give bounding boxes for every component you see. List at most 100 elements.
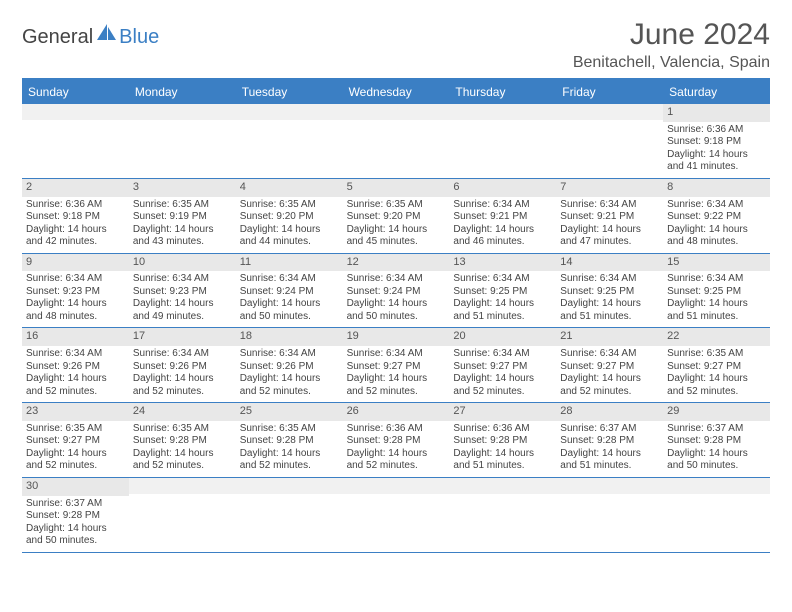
day-day1: Daylight: 14 hours bbox=[667, 298, 766, 311]
day-cell bbox=[556, 104, 663, 178]
day-number: 27 bbox=[449, 403, 556, 421]
day-day2: and 52 minutes. bbox=[667, 386, 766, 399]
day-number: 12 bbox=[343, 254, 450, 272]
day-cell: 21Sunrise: 6:34 AMSunset: 9:27 PMDayligh… bbox=[556, 328, 663, 402]
day-day2: and 49 minutes. bbox=[133, 311, 232, 324]
day-day1: Daylight: 14 hours bbox=[26, 373, 125, 386]
day-sunrise: Sunrise: 6:34 AM bbox=[453, 348, 552, 361]
day-number: 23 bbox=[22, 403, 129, 421]
day-sunset: Sunset: 9:24 PM bbox=[347, 286, 446, 299]
empty-daynum bbox=[22, 104, 129, 120]
day-number: 10 bbox=[129, 254, 236, 272]
day-number: 9 bbox=[22, 254, 129, 272]
day-day2: and 46 minutes. bbox=[453, 236, 552, 249]
day-day2: and 52 minutes. bbox=[26, 460, 125, 473]
day-sunrise: Sunrise: 6:34 AM bbox=[240, 348, 339, 361]
empty-daynum bbox=[343, 478, 450, 494]
day-number: 18 bbox=[236, 328, 343, 346]
day-sunset: Sunset: 9:25 PM bbox=[667, 286, 766, 299]
day-day2: and 43 minutes. bbox=[133, 236, 232, 249]
day-day1: Daylight: 14 hours bbox=[133, 373, 232, 386]
weekday-header: Tuesday bbox=[236, 80, 343, 104]
logo: General Blue bbox=[22, 24, 159, 50]
week-row: 16Sunrise: 6:34 AMSunset: 9:26 PMDayligh… bbox=[22, 328, 770, 403]
day-sunset: Sunset: 9:21 PM bbox=[560, 211, 659, 224]
weekday-header: Thursday bbox=[449, 80, 556, 104]
empty-daynum bbox=[556, 478, 663, 494]
day-sunrise: Sunrise: 6:34 AM bbox=[453, 273, 552, 286]
day-day1: Daylight: 14 hours bbox=[453, 448, 552, 461]
weekday-header: Saturday bbox=[663, 80, 770, 104]
day-number: 5 bbox=[343, 179, 450, 197]
day-day1: Daylight: 14 hours bbox=[240, 224, 339, 237]
day-cell: 2Sunrise: 6:36 AMSunset: 9:18 PMDaylight… bbox=[22, 179, 129, 253]
day-sunrise: Sunrise: 6:35 AM bbox=[133, 423, 232, 436]
empty-daynum bbox=[449, 478, 556, 494]
empty-daynum bbox=[236, 104, 343, 120]
day-day2: and 47 minutes. bbox=[560, 236, 659, 249]
day-cell bbox=[449, 478, 556, 552]
week-row: 2Sunrise: 6:36 AMSunset: 9:18 PMDaylight… bbox=[22, 179, 770, 254]
empty-daynum bbox=[236, 478, 343, 494]
day-day2: and 44 minutes. bbox=[240, 236, 339, 249]
day-day2: and 52 minutes. bbox=[26, 386, 125, 399]
day-sunrise: Sunrise: 6:34 AM bbox=[26, 348, 125, 361]
day-number: 8 bbox=[663, 179, 770, 197]
day-number: 13 bbox=[449, 254, 556, 272]
day-cell: 23Sunrise: 6:35 AMSunset: 9:27 PMDayligh… bbox=[22, 403, 129, 477]
day-day2: and 52 minutes. bbox=[347, 386, 446, 399]
day-sunrise: Sunrise: 6:34 AM bbox=[560, 199, 659, 212]
day-day1: Daylight: 14 hours bbox=[453, 224, 552, 237]
day-cell: 19Sunrise: 6:34 AMSunset: 9:27 PMDayligh… bbox=[343, 328, 450, 402]
day-sunset: Sunset: 9:23 PM bbox=[26, 286, 125, 299]
day-day2: and 51 minutes. bbox=[560, 460, 659, 473]
day-sunrise: Sunrise: 6:37 AM bbox=[667, 423, 766, 436]
day-number: 19 bbox=[343, 328, 450, 346]
day-day1: Daylight: 14 hours bbox=[133, 224, 232, 237]
day-day1: Daylight: 14 hours bbox=[240, 298, 339, 311]
day-cell: 28Sunrise: 6:37 AMSunset: 9:28 PMDayligh… bbox=[556, 403, 663, 477]
day-sunset: Sunset: 9:28 PM bbox=[133, 435, 232, 448]
day-day2: and 48 minutes. bbox=[26, 311, 125, 324]
month-title: June 2024 bbox=[573, 18, 770, 52]
day-sunrise: Sunrise: 6:35 AM bbox=[667, 348, 766, 361]
empty-daynum bbox=[663, 478, 770, 494]
logo-text-dark: General bbox=[22, 26, 93, 49]
empty-daynum bbox=[556, 104, 663, 120]
day-cell bbox=[236, 478, 343, 552]
day-cell: 16Sunrise: 6:34 AMSunset: 9:26 PMDayligh… bbox=[22, 328, 129, 402]
day-day1: Daylight: 14 hours bbox=[560, 448, 659, 461]
day-sunset: Sunset: 9:27 PM bbox=[347, 361, 446, 374]
day-day1: Daylight: 14 hours bbox=[26, 298, 125, 311]
day-cell bbox=[343, 104, 450, 178]
day-day2: and 48 minutes. bbox=[667, 236, 766, 249]
day-number: 2 bbox=[22, 179, 129, 197]
day-day1: Daylight: 14 hours bbox=[347, 298, 446, 311]
day-sunset: Sunset: 9:18 PM bbox=[667, 136, 766, 149]
day-day1: Daylight: 14 hours bbox=[26, 224, 125, 237]
day-day2: and 42 minutes. bbox=[26, 236, 125, 249]
day-cell: 18Sunrise: 6:34 AMSunset: 9:26 PMDayligh… bbox=[236, 328, 343, 402]
day-day2: and 41 minutes. bbox=[667, 161, 766, 174]
day-number: 6 bbox=[449, 179, 556, 197]
day-cell: 4Sunrise: 6:35 AMSunset: 9:20 PMDaylight… bbox=[236, 179, 343, 253]
day-number: 7 bbox=[556, 179, 663, 197]
day-day2: and 52 minutes. bbox=[453, 386, 552, 399]
day-day2: and 52 minutes. bbox=[133, 386, 232, 399]
day-number: 15 bbox=[663, 254, 770, 272]
empty-daynum bbox=[129, 478, 236, 494]
day-day2: and 51 minutes. bbox=[667, 311, 766, 324]
day-day2: and 51 minutes. bbox=[453, 460, 552, 473]
day-sunset: Sunset: 9:28 PM bbox=[560, 435, 659, 448]
logo-text-blue: Blue bbox=[119, 26, 159, 49]
day-sunset: Sunset: 9:27 PM bbox=[26, 435, 125, 448]
day-sunrise: Sunrise: 6:34 AM bbox=[453, 199, 552, 212]
day-cell: 26Sunrise: 6:36 AMSunset: 9:28 PMDayligh… bbox=[343, 403, 450, 477]
day-sunset: Sunset: 9:28 PM bbox=[240, 435, 339, 448]
day-cell bbox=[129, 104, 236, 178]
day-sunset: Sunset: 9:27 PM bbox=[453, 361, 552, 374]
day-sunset: Sunset: 9:26 PM bbox=[240, 361, 339, 374]
empty-daynum bbox=[343, 104, 450, 120]
day-cell: 29Sunrise: 6:37 AMSunset: 9:28 PMDayligh… bbox=[663, 403, 770, 477]
day-sunset: Sunset: 9:28 PM bbox=[667, 435, 766, 448]
